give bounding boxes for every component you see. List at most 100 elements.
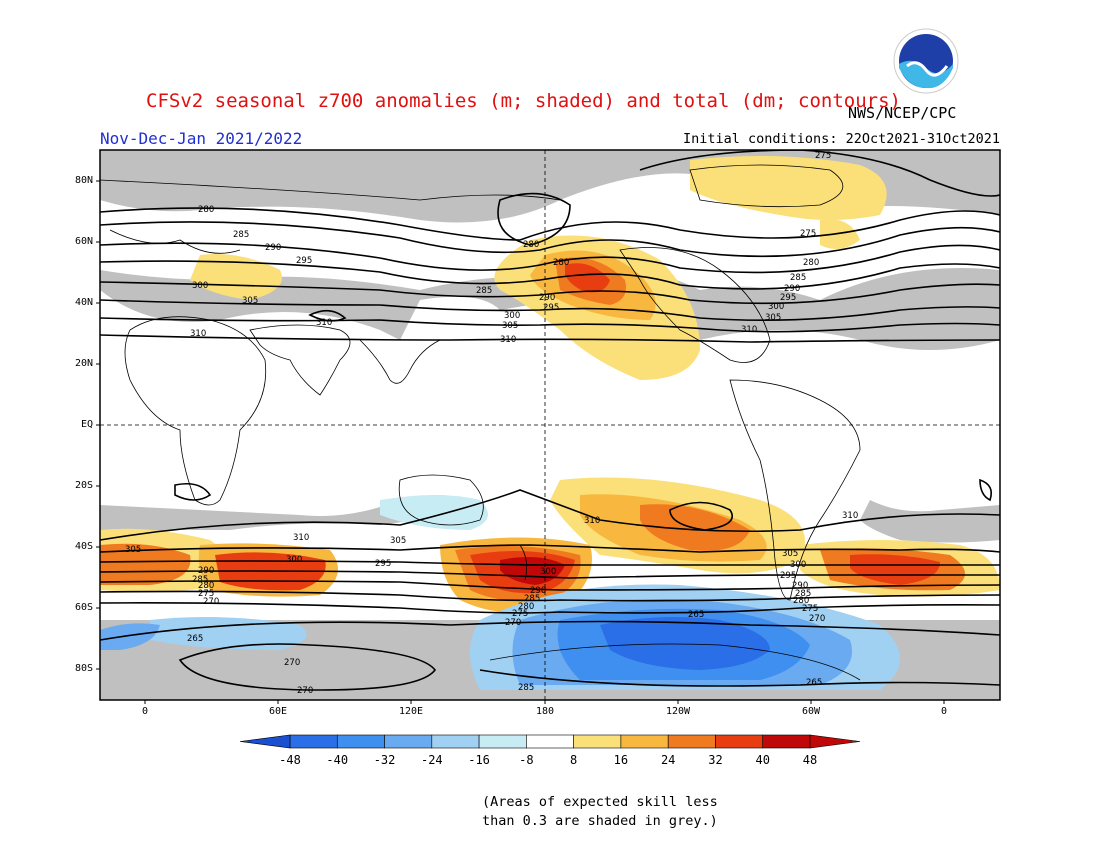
colorbar-label: 8 (570, 753, 578, 767)
initial-conditions: Initial conditions: 22Oct2021-31Oct2021 (683, 131, 1000, 147)
height-contours (100, 150, 1000, 691)
contour-label: 300 (286, 555, 302, 565)
contour-label: 280 (803, 258, 819, 268)
contour-label: 280 (198, 581, 214, 591)
colorbar-swatch (667, 734, 716, 749)
contour-label: 295 (780, 293, 796, 303)
contour-label: 265 (688, 610, 704, 620)
lat-label: 60S (74, 602, 93, 613)
contour-label: 310 (842, 511, 858, 521)
colorbar-label: -32 (373, 753, 396, 767)
contour-label: 285 (192, 575, 208, 585)
contour-label: 310 (741, 325, 757, 335)
negative-anomalies (100, 495, 900, 690)
coastlines (100, 164, 861, 681)
contour-label: 305 (782, 549, 798, 559)
skill-note-line: (Areas of expected skill less (482, 794, 718, 810)
contour-label: 300 (768, 302, 784, 312)
reference-lines (100, 150, 1000, 700)
colorbar-swatch (573, 734, 622, 749)
contour-label: 270 (203, 597, 219, 607)
contour-label: 270 (284, 658, 300, 668)
lat-label: 40S (74, 541, 93, 552)
contour-label: 265 (806, 678, 822, 688)
contour-label: 300 (540, 567, 556, 577)
contour-label: 310 (190, 329, 206, 339)
contour-label: 280 (523, 240, 539, 250)
contour-label: 275 (800, 229, 816, 239)
forecast-period: Nov-Dec-Jan 2021/2022 (100, 129, 303, 148)
colorbar-label: -40 (326, 753, 349, 767)
contour-label: 275 (512, 609, 528, 619)
contour-label: 280 (553, 258, 569, 268)
contour-label: 290 (784, 284, 800, 294)
contour-label: 265 (187, 634, 203, 644)
contour-label: 310 (316, 318, 332, 328)
contour-label: 300 (790, 560, 806, 570)
contour-label: 270 (809, 614, 825, 624)
contour-label: 285 (795, 589, 811, 599)
lat-label: 60N (74, 236, 93, 247)
contour-label: 305 (502, 321, 518, 331)
lon-label: 120E (398, 706, 424, 717)
contour-label: 285 (518, 683, 534, 693)
contour-label: 285 (233, 230, 249, 240)
agency-label: NWS/NCEP/CPC (848, 104, 957, 122)
contour-label: 285 (524, 594, 540, 604)
lon-label: 180 (535, 706, 555, 717)
contour-label: 280 (793, 596, 809, 606)
lat-label: 80S (74, 663, 93, 674)
contour-label: 290 (792, 581, 808, 591)
noaa-logo (893, 28, 959, 94)
lon-label: 0 (141, 706, 149, 717)
skill-note-line: than 0.3 are shaded in grey.) (482, 813, 718, 829)
colorbar-label: 16 (613, 753, 629, 767)
colorbar-swatch (384, 734, 433, 749)
colorbar-label: -48 (279, 753, 301, 767)
colorbar-label: -16 (468, 753, 490, 767)
contour-label: 270 (297, 686, 313, 696)
contour-label: 305 (390, 536, 406, 546)
colorbar-swatch (620, 734, 669, 749)
axis-ticks (96, 180, 945, 704)
colorbar-swatch (431, 734, 480, 749)
contour-label: 295 (780, 571, 796, 581)
contour-label: 295 (543, 303, 559, 313)
contour-label: 275 (802, 604, 818, 614)
colorbar-label: -24 (420, 753, 443, 767)
colorbar-label: 32 (708, 753, 723, 767)
colorbar-label: -8 (519, 753, 534, 767)
contour-label: 295 (296, 256, 312, 266)
contour-label: 275 (815, 151, 831, 161)
colorbar-swatch (762, 734, 811, 749)
contour-label: 285 (790, 273, 806, 283)
contour-label: 290 (198, 566, 214, 576)
colorbar-swatch (715, 734, 764, 749)
contour-label: 270 (505, 618, 521, 628)
contour-label: 285 (476, 286, 492, 296)
lon-label: 120W (665, 706, 691, 717)
contour-label: 275 (198, 589, 214, 599)
lat-label: 20N (74, 358, 93, 369)
contour-label: 300 (504, 311, 520, 321)
contour-label: 280 (518, 602, 534, 612)
contour-label: 300 (192, 281, 208, 291)
lat-label: 20S (74, 480, 93, 491)
contour-label: 280 (198, 205, 214, 215)
colorbar-arrow-low (239, 734, 291, 749)
contour-label: 305 (242, 296, 258, 306)
colorbar-label: 24 (660, 753, 676, 767)
colorbar-swatch (526, 734, 574, 749)
contour-label: 305 (125, 545, 141, 555)
colorbar-arrow-high (809, 734, 861, 749)
colorbar-label: 48 (802, 753, 818, 767)
colorbar-label: 40 (755, 753, 770, 767)
colorbar-swatch (289, 734, 338, 749)
lon-label: 0 (940, 706, 948, 717)
lon-label: 60W (801, 706, 821, 717)
lat-label: 40N (74, 297, 93, 308)
colorbar-swatch (478, 734, 527, 749)
map-title: CFSv2 seasonal z700 anomalies (m; shaded… (146, 90, 901, 112)
lat-label: EQ (80, 419, 93, 430)
